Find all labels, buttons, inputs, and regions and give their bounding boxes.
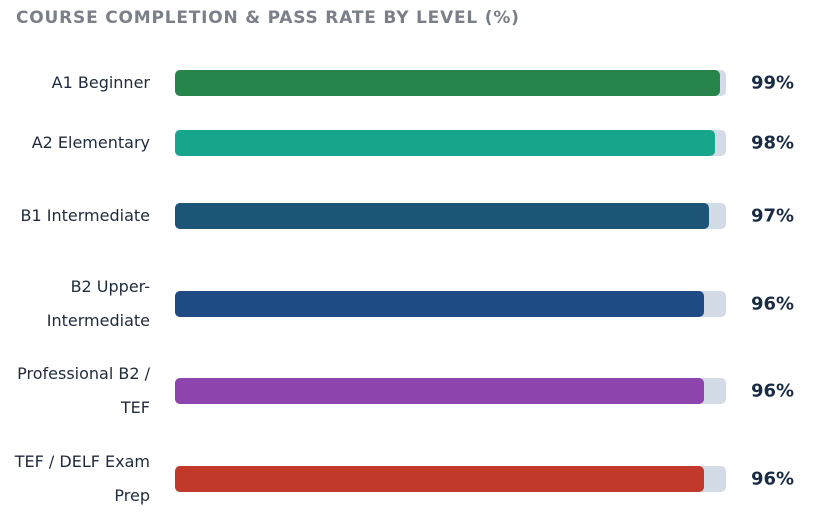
y-tick-label: B2 Upper-Intermediate [46,277,150,330]
y-tick-label: A1 Beginner [51,73,150,92]
bar [175,70,721,96]
chart-title: COURSE COMPLETION & PASS RATE BY LEVEL (… [16,8,520,28]
bar [175,291,704,317]
value-label: 98% [751,132,795,154]
y-tick-label: A2 Elementary [31,133,150,152]
value-label: 96% [751,468,795,490]
bar [175,130,715,156]
y-tick-label: TEF / DELF Exam Prep [14,452,150,505]
y-tick-label: B1 Intermediate [20,206,150,225]
value-label: 96% [751,380,795,402]
value-label: 99% [751,72,795,94]
bar [175,466,704,492]
value-label: 96% [751,293,795,315]
value-label: 97% [751,205,795,227]
bar [175,378,704,404]
y-tick-label: Professional B2 / TEF [17,364,150,417]
bar [175,203,710,229]
